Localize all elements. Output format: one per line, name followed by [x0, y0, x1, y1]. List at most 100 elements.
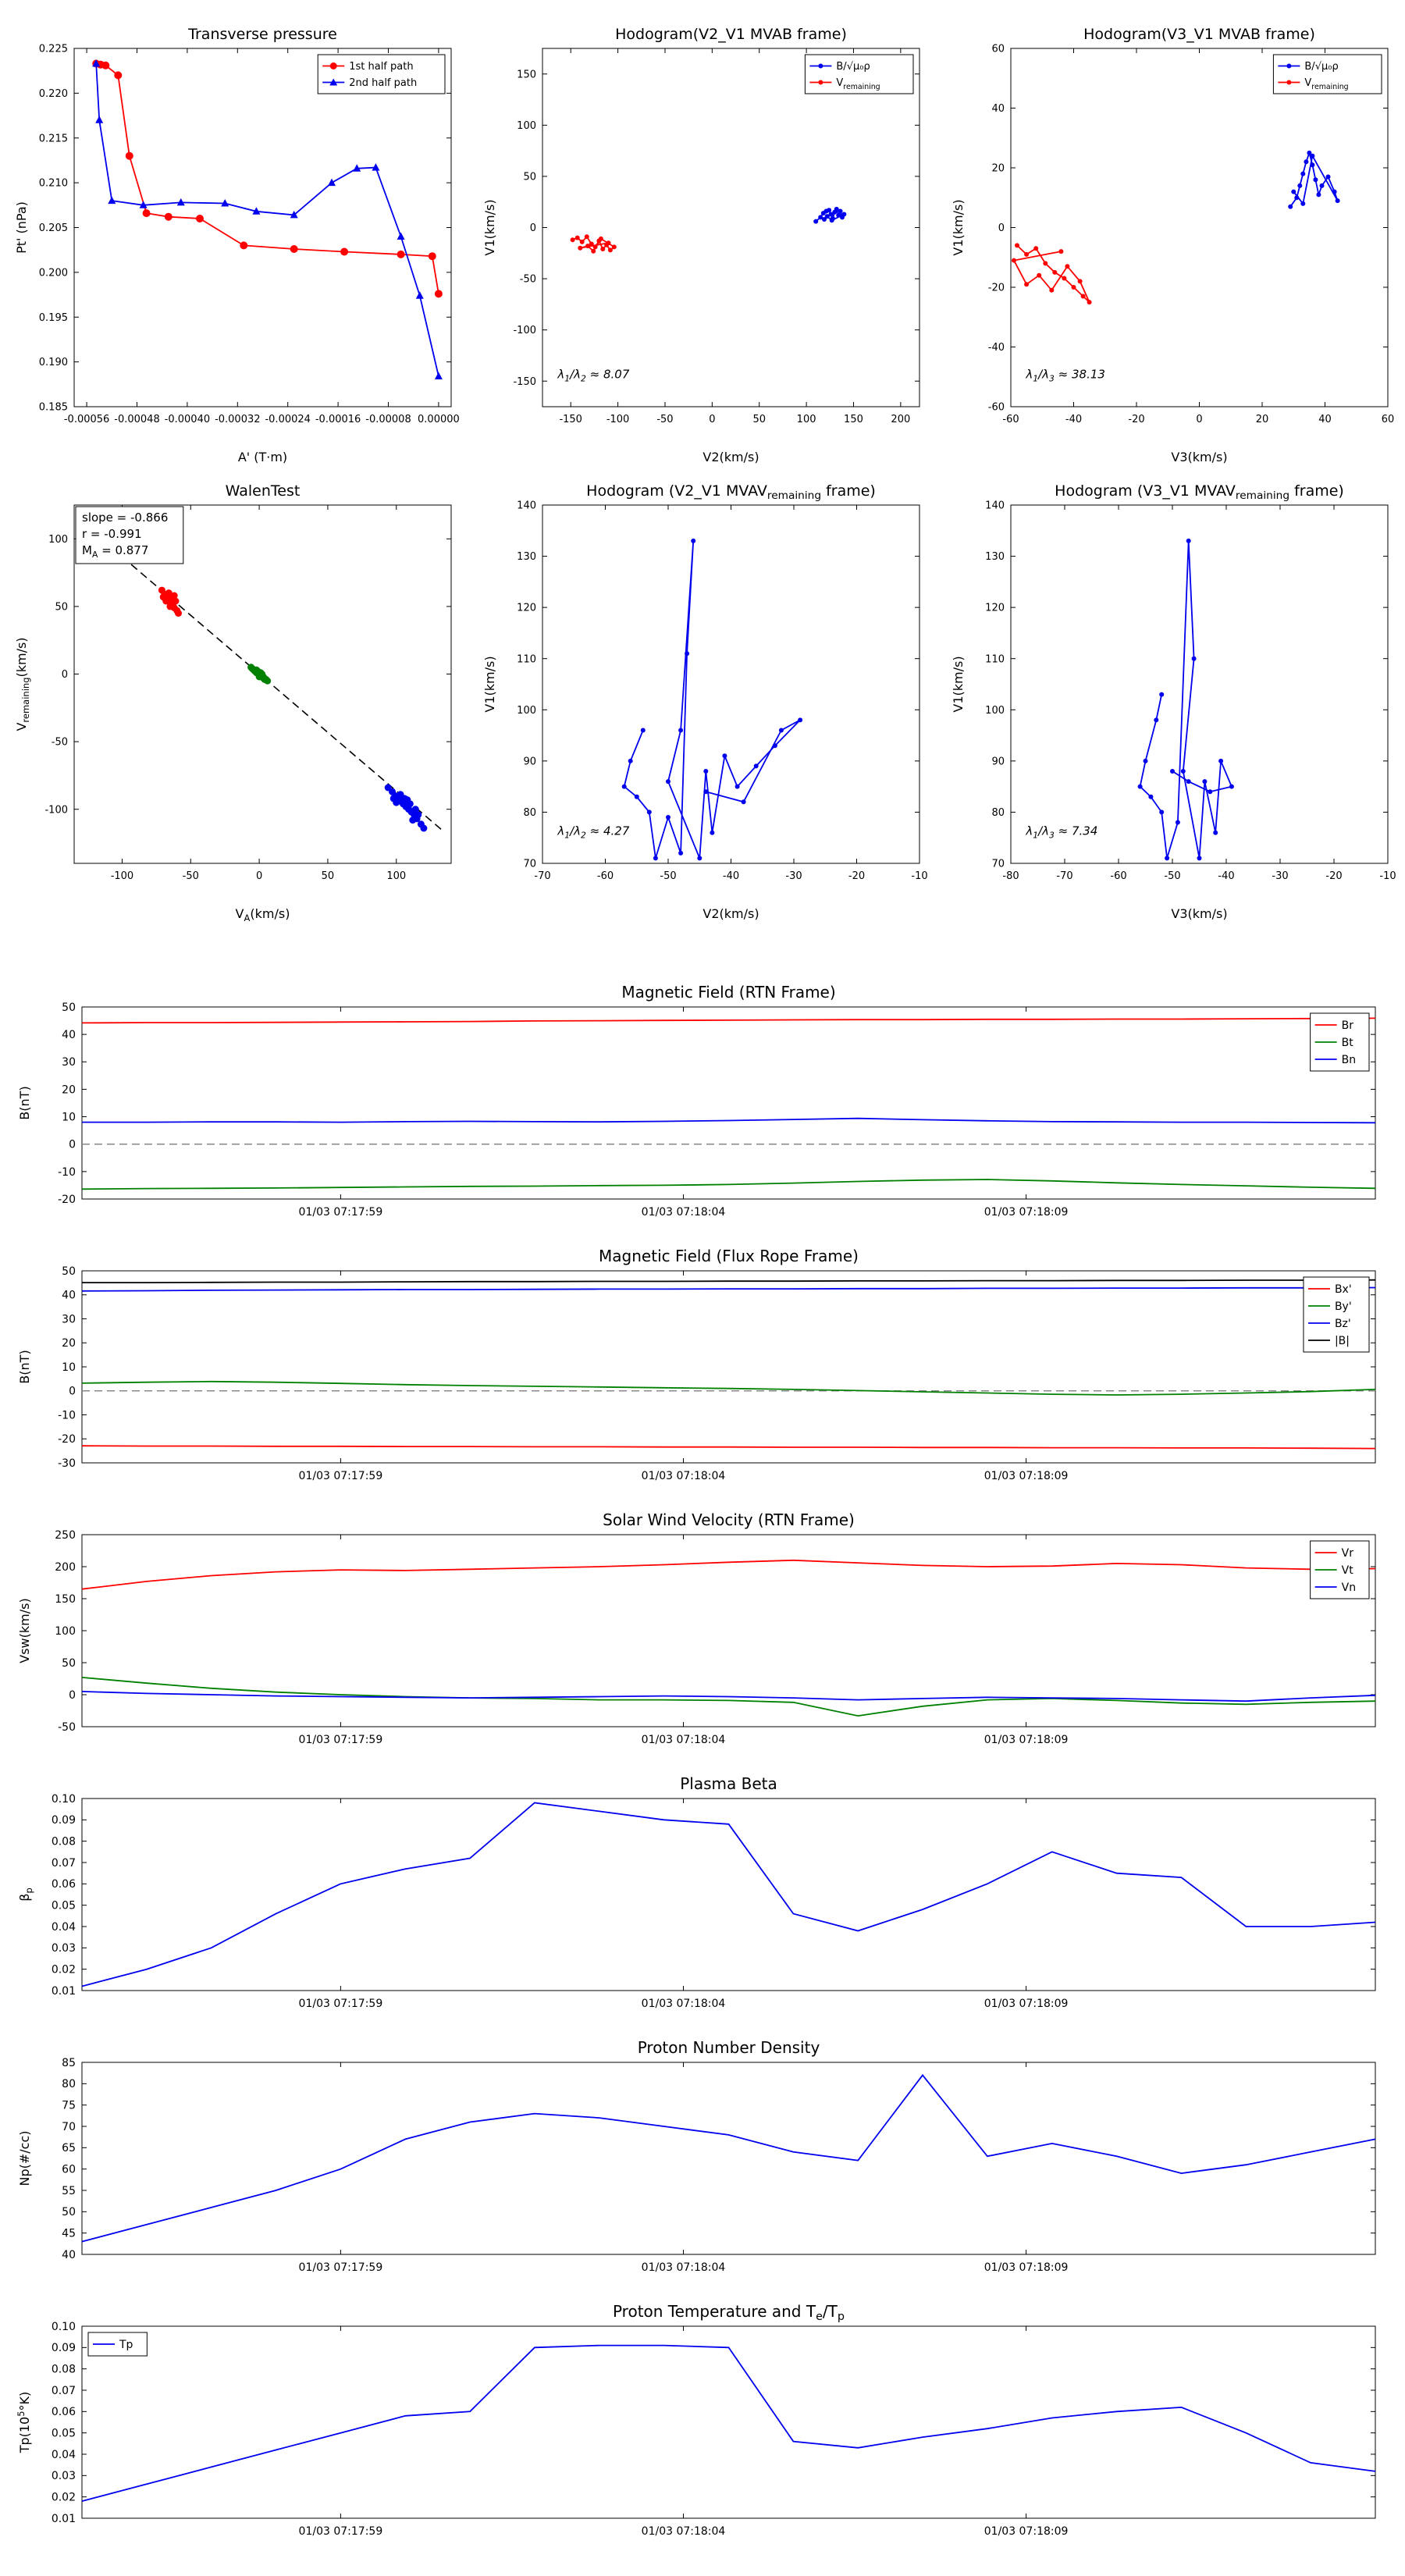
- x-axis: -0.00056 -0.00048 -0.00040 -0.00032 -0.00024…: [64, 48, 460, 425]
- y-tick-label: 90: [523, 756, 536, 767]
- y-axis: 0.185 0.190 0.195 0.200 0.205 0.210 0.215 0.220…: [39, 44, 451, 414]
- y-tick-label: 0.09: [52, 1814, 76, 1827]
- y-tick-label: 10: [62, 1111, 76, 1123]
- y-tick-label: -10: [58, 1409, 76, 1421]
- series-hodogram-path: [621, 538, 803, 861]
- x-tick-label: 01/03 07:18:09: [984, 2525, 1069, 2538]
- x-tick-label: 50: [322, 870, 335, 882]
- y-axis-label: Vsw(km/s): [17, 1598, 32, 1663]
- y-axis: 0.01 0.02 0.03 0.04 0.05 0.06 0.07 0.08 0.09 0.10: [52, 2321, 1375, 2525]
- y-tick-label: -30: [58, 1457, 76, 1470]
- chart-title: Hodogram(V2_V1 MVAB frame): [615, 26, 847, 43]
- x-tick-label: -40: [1218, 870, 1234, 882]
- series-v-remaining-path: [1012, 243, 1092, 305]
- legend-label: Vn: [1342, 1582, 1356, 1594]
- series-b-alfven-path: [813, 206, 847, 224]
- y-axis-label: βp: [17, 1888, 34, 1902]
- x-tick-label: 01/03 07:17:59: [299, 1470, 383, 1482]
- hodogram-v3v1-mvav-panel: Hodogram (V3_V1 MVAVremaining frame) -80-…: [937, 468, 1405, 924]
- y-tick-label: 0.09: [52, 2342, 76, 2354]
- y-tick-label: 0.10: [52, 2321, 76, 2333]
- y-tick-label: 0.05: [52, 2428, 76, 2440]
- chart-title: Magnetic Field (Flux Rope Frame): [599, 1247, 859, 1265]
- y-tick-label: 40: [991, 103, 1005, 115]
- x-tick-label: 0: [1196, 414, 1202, 425]
- legend: B/√μ₀ρ Vremaining: [1272, 54, 1382, 94]
- legend-label: Br: [1342, 1019, 1354, 1032]
- y-tick-label: 0.06: [52, 1878, 76, 1891]
- y-tick-label: 0.03: [52, 2470, 76, 2482]
- series-bn: [82, 1117, 1376, 1124]
- stats-line: slope = -0.866: [82, 511, 168, 525]
- legend-label: 1st half path: [349, 61, 413, 73]
- series-vt: [81, 1677, 1376, 1717]
- y-tick-label: 75: [62, 2100, 76, 2112]
- x-axis: -60 -40 -20 0 20 40 60: [1002, 48, 1394, 425]
- legend: Tp: [87, 2332, 148, 2357]
- y-tick-label: 90: [991, 756, 1005, 767]
- y-tick-label: 40: [62, 2249, 76, 2261]
- x-tick-label: 20: [1256, 414, 1269, 425]
- y-tick-label: -50: [52, 737, 68, 749]
- plot-frame: [81, 1534, 1376, 1727]
- y-tick-label: 100: [48, 534, 68, 546]
- y-axis: -30 -20 -10 0 10 20 30 40 50: [58, 1265, 1375, 1470]
- hodogram-v2v1-mvab-chart: Hodogram(V2_V1 MVAB frame) -150 -100 -50 0 50…: [482, 26, 920, 464]
- y-tick-label: 0.02: [52, 2492, 76, 2504]
- y-tick-label: 65: [62, 2142, 76, 2154]
- x-tick-label: -0.00024: [265, 414, 310, 425]
- y-tick-label: 60: [991, 44, 1005, 55]
- x-tick-label: 150: [844, 414, 863, 425]
- y-tick-label: 45: [62, 2228, 76, 2240]
- series-cluster-first-half: [158, 586, 182, 617]
- series-v-remaining-path: [570, 234, 617, 254]
- y-tick-label: 110: [985, 653, 1005, 665]
- y-axis-label: V1(km/s): [951, 656, 966, 712]
- chart-title: Proton Temperature and Te/Tp: [613, 2302, 845, 2323]
- y-tick-label: 0.210: [39, 178, 68, 190]
- proton-number-density-panel: Proton Number Density 01/03 07:17:59 01/03…: [0, 2026, 1405, 2290]
- series-np: [81, 2073, 1376, 2243]
- y-tick-label: 0.185: [39, 402, 68, 414]
- y-tick-label: 140: [517, 500, 536, 512]
- x-axis-label: V3(km/s): [1171, 906, 1227, 921]
- x-tick-label: 0.00000: [418, 414, 460, 425]
- y-tick-label: 0.08: [52, 1836, 76, 1848]
- x-axis-label: V3(km/s): [1171, 450, 1227, 464]
- solar-wind-velocity-chart: Solar Wind Velocity (RTN Frame) 01/03 07:…: [17, 1510, 1376, 1746]
- x-tick-label: -70: [534, 870, 550, 882]
- plot-frame: [1010, 48, 1389, 407]
- x-tick-label: -100: [606, 414, 630, 425]
- y-axis: -20 -10 0 10 20 30 40 50: [58, 1002, 1375, 1206]
- transverse-pressure-panel: Transverse pressure -0.00056 -0.00048 -0.00…: [0, 11, 468, 468]
- x-tick-label: -50: [656, 414, 673, 425]
- y-tick-label: 0.215: [39, 133, 68, 144]
- x-tick-label: 01/03 07:18:04: [642, 1206, 726, 1219]
- y-tick-label: 70: [991, 859, 1005, 870]
- y-tick-label: 50: [62, 1657, 76, 1670]
- stats-line: r = -0.991: [82, 527, 142, 541]
- y-tick-label: 80: [62, 2078, 76, 2090]
- y-tick-label: 85: [62, 2057, 76, 2069]
- series-by-prime: [81, 1380, 1376, 1396]
- y-tick-label: -20: [58, 1433, 76, 1446]
- series-beta-p: [81, 1802, 1376, 1987]
- x-tick-label: -80: [1002, 870, 1019, 882]
- x-tick-label: -10: [1379, 870, 1396, 882]
- y-axis-label: B(nT): [17, 1350, 32, 1383]
- y-axis-label: Vremaining(km/s): [14, 637, 31, 731]
- y-tick-label: 10: [62, 1361, 76, 1374]
- legend: B/√μ₀ρ Vremaining: [804, 54, 914, 94]
- x-axis: 01/03 07:17:59 01/03 07:18:04 01/03 07:18:…: [299, 2326, 1069, 2538]
- x-tick-label: 01/03 07:17:59: [299, 1734, 383, 1746]
- legend: Vr Vt Vn: [1310, 1540, 1370, 1599]
- y-tick-label: 0.200: [39, 267, 68, 279]
- x-tick-label: -0.00056: [64, 414, 109, 425]
- y-tick-label: 250: [55, 1529, 76, 1542]
- y-tick-label: 80: [991, 807, 1005, 819]
- y-tick-label: 130: [985, 551, 1005, 563]
- y-tick-label: 200: [55, 1561, 76, 1574]
- x-axis-label: A' (T·m): [238, 450, 287, 464]
- y-axis: 70 80 90 100 110 120 130 140: [985, 500, 1388, 870]
- legend-label: |B|: [1335, 1335, 1350, 1347]
